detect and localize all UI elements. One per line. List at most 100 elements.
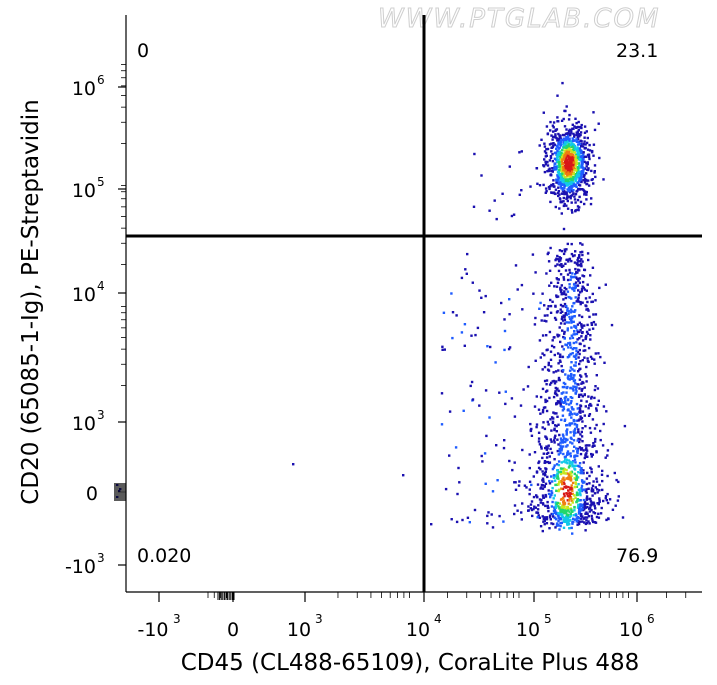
data-point [556,281,560,284]
data-point [533,323,537,326]
data-point [581,440,584,443]
data-point [554,506,558,510]
data-point [558,378,561,382]
data-point [563,192,566,196]
data-point [580,448,583,451]
data-point [590,452,593,456]
data-point [546,314,549,317]
data-point [559,445,563,449]
data-point [548,482,552,485]
data-point [545,125,549,128]
data-point [508,165,511,168]
data-point [597,516,601,519]
data-point [568,153,571,156]
data-point [576,338,579,341]
data-point [575,341,578,344]
data-point [545,518,549,521]
data-point [559,308,562,311]
data-point [585,365,588,369]
data-point [565,144,568,147]
data-point [578,179,581,182]
x-tick-label: 0 [227,619,239,641]
data-point [550,142,553,145]
data-point [570,129,573,132]
data-point [554,168,557,171]
data-point [576,476,580,479]
data-point [581,280,585,284]
data-point [556,149,559,153]
data-point [559,137,563,140]
data-point [580,176,583,179]
data-point [574,284,577,287]
data-point [574,361,577,364]
data-point [575,140,579,143]
data-point [566,194,569,197]
data-point [460,331,464,334]
data-point [528,453,531,456]
data-point [578,321,581,324]
data-point [584,444,588,447]
data-point [551,500,554,504]
data-point [440,423,444,426]
data-point [580,156,583,160]
data-point [560,449,563,452]
data-point [550,451,554,454]
data-point [566,154,570,158]
data-point [585,447,588,450]
data-point [569,162,572,165]
data-point [563,332,566,335]
data-point [552,522,555,526]
data-point [578,330,581,334]
data-point [577,129,580,132]
data-point [545,452,549,455]
data-point [574,392,577,395]
data-point [430,523,433,526]
data-point [573,145,577,148]
data-point [560,263,563,266]
data-point [573,198,577,201]
data-point [580,470,584,473]
data-point [441,345,444,348]
data-point [577,464,580,468]
data-point [518,480,521,483]
data-point [549,129,552,132]
data-point [562,435,565,438]
data-point [584,512,587,515]
data-point [560,187,563,190]
data-point [577,162,580,165]
data-point [567,189,570,193]
data-point [520,511,523,514]
data-point [571,463,574,466]
data-point [557,423,560,426]
data-point [587,309,590,312]
data-point [578,264,582,267]
data-point [593,388,597,392]
data-point [559,311,562,314]
data-point [577,289,580,292]
data-point [578,171,581,174]
data-point [556,116,559,119]
data-point [592,313,595,316]
data-point [585,375,588,378]
data-point [579,405,583,408]
y-tick-label: 10 [72,78,96,100]
data-point [541,426,544,429]
data-point [562,172,565,175]
data-point [603,361,606,364]
data-point [571,442,574,445]
data-point [587,184,591,187]
data-point [529,185,532,188]
data-point [546,500,549,504]
data-point [568,369,572,372]
data-point [566,450,570,453]
data-point [549,304,553,308]
data-point [552,474,556,477]
data-point [559,353,562,356]
data-point [573,134,576,137]
data-point [580,467,583,470]
data-point [559,506,562,509]
data-point [558,400,561,403]
data-point [575,185,578,189]
data-point [581,410,585,413]
data-point [568,159,571,162]
